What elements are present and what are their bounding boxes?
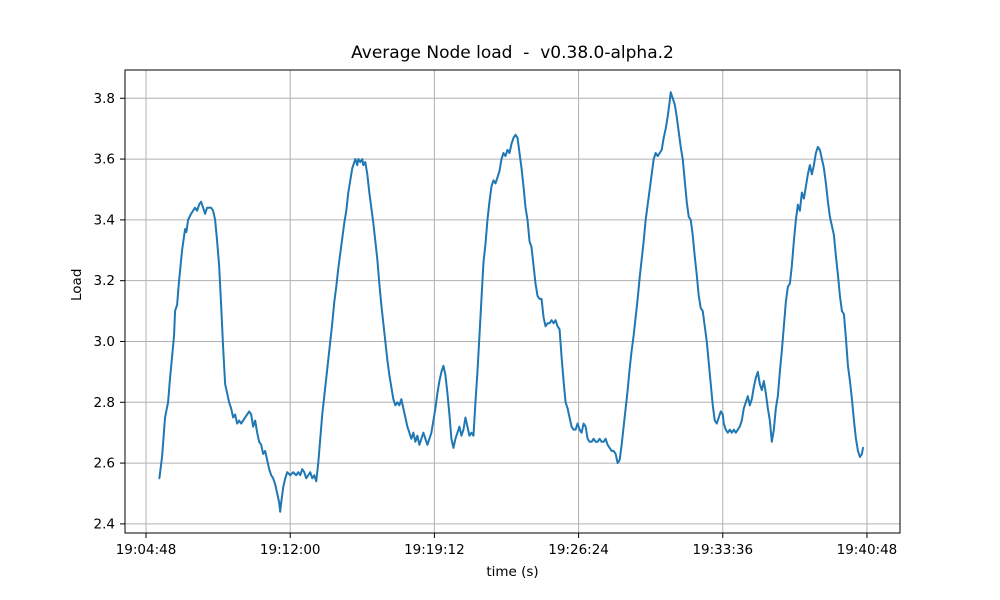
y-tick-label: 3.2 xyxy=(94,273,115,289)
y-tick-label: 2.8 xyxy=(94,395,115,411)
x-tick-label: 19:26:24 xyxy=(548,542,609,558)
data-line xyxy=(158,91,864,513)
chart-title: Average Node load - v0.38.0-alpha.2 xyxy=(351,43,674,63)
y-tick-label: 3.0 xyxy=(94,334,115,350)
y-tick-label: 3.6 xyxy=(94,152,115,168)
x-tick-label: 19:33:36 xyxy=(692,542,753,558)
x-tick-label: 19:40:48 xyxy=(837,542,898,558)
y-tick-label: 2.4 xyxy=(94,516,115,532)
y-tick-label: 3.8 xyxy=(94,91,115,107)
x-tick-label: 19:04:48 xyxy=(116,542,177,558)
x-tick-label: 19:19:12 xyxy=(404,542,465,558)
x-axis-label: time (s) xyxy=(486,564,539,580)
y-tick-label: 3.4 xyxy=(94,212,115,228)
y-tick-label: 2.6 xyxy=(94,456,115,472)
x-tick-label: 19:12:00 xyxy=(260,542,321,558)
y-axis-label-text: Load xyxy=(69,268,85,301)
plot-frame xyxy=(124,69,901,534)
